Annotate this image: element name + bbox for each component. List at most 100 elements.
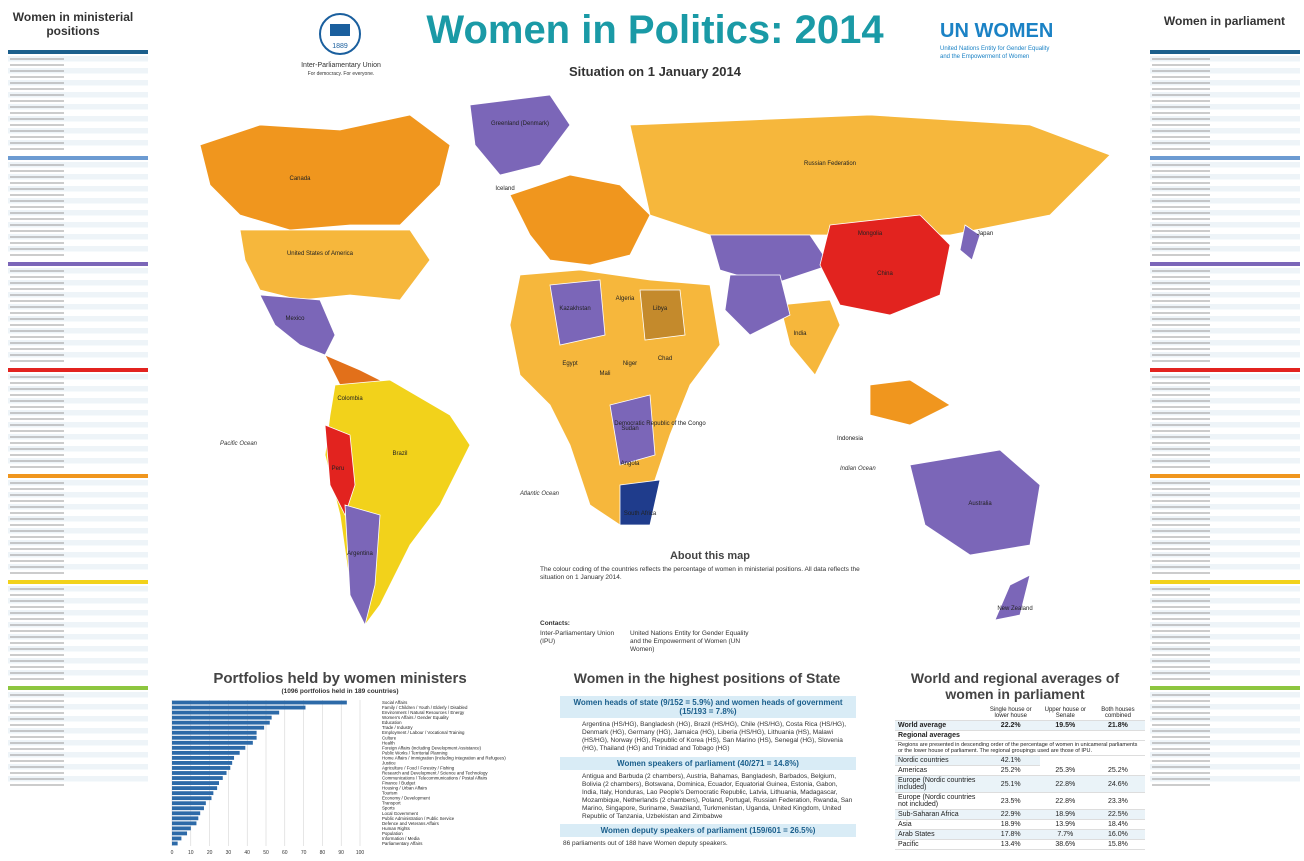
ipu-logo: 1889 bbox=[319, 13, 361, 55]
band-header bbox=[8, 262, 148, 266]
contact-unwomen: United Nations Entity for Gender Equalit… bbox=[630, 630, 749, 654]
category-label: Home Affairs / Immigration (including In… bbox=[382, 755, 506, 760]
category-label: Justice bbox=[382, 760, 396, 765]
row-stripe bbox=[1150, 104, 1300, 110]
world-row: World average 22.2% 19.5% 21.8% bbox=[895, 720, 1145, 731]
country-label: Colombia bbox=[337, 396, 363, 402]
row-stripe bbox=[1150, 610, 1300, 616]
row-stripe bbox=[1150, 286, 1300, 292]
row-stripe bbox=[1150, 446, 1300, 452]
x-tick-label: 20 bbox=[207, 850, 213, 856]
band-header bbox=[1150, 368, 1300, 372]
row-stripe bbox=[8, 458, 148, 464]
ocean-label: Pacific Ocean bbox=[220, 441, 258, 447]
bar bbox=[172, 826, 191, 831]
row-stripe bbox=[8, 234, 148, 240]
cell: World average bbox=[895, 720, 982, 731]
category-label: Education bbox=[382, 720, 402, 725]
cell: 17.8% bbox=[981, 829, 1040, 840]
row-stripe bbox=[8, 640, 148, 646]
row-stripe bbox=[1150, 416, 1300, 422]
row-stripe bbox=[8, 728, 148, 734]
row-stripe bbox=[8, 540, 148, 546]
row-stripe bbox=[1150, 746, 1300, 752]
bar bbox=[172, 786, 218, 791]
row-stripe bbox=[8, 310, 148, 316]
row-stripe bbox=[1150, 622, 1300, 628]
row-stripe bbox=[8, 246, 148, 252]
row-stripe bbox=[1150, 398, 1300, 404]
row-stripe bbox=[1150, 334, 1300, 340]
row-stripe bbox=[8, 592, 148, 598]
row-stripe bbox=[1150, 374, 1300, 380]
row-stripe bbox=[1150, 80, 1300, 86]
portfolios-title: Portfolios held by women ministers bbox=[213, 670, 467, 687]
bar bbox=[172, 730, 257, 735]
ipu-tagline: For democracy. For everyone. bbox=[307, 71, 375, 77]
cell: 25.2% bbox=[1090, 765, 1145, 776]
country-label: United States of America bbox=[287, 251, 354, 257]
row-stripe bbox=[1150, 716, 1300, 722]
row-stripe bbox=[8, 782, 148, 788]
row-stripe bbox=[8, 268, 148, 274]
country-shape bbox=[959, 224, 981, 261]
row-stripe bbox=[1150, 670, 1300, 676]
category-label: Employment / Labour / Vocational Trainin… bbox=[382, 730, 465, 735]
country-shape bbox=[724, 274, 791, 336]
row-stripe bbox=[8, 510, 148, 516]
row-stripe bbox=[8, 74, 148, 80]
row-stripe bbox=[1150, 180, 1300, 186]
country-label: Democratic Republic of the Congo bbox=[614, 421, 706, 427]
x-tick-label: 0 bbox=[171, 850, 174, 856]
country-shape bbox=[199, 114, 451, 231]
cell: Arab States bbox=[895, 829, 982, 840]
bar bbox=[172, 821, 197, 826]
row-stripe bbox=[1150, 658, 1300, 664]
regional-title-row: Regional averages bbox=[895, 730, 1145, 741]
row-stripe bbox=[1150, 458, 1300, 464]
row-stripe bbox=[1150, 298, 1300, 304]
band-header bbox=[8, 368, 148, 372]
row-stripe bbox=[1150, 140, 1300, 146]
row-stripe bbox=[8, 116, 148, 122]
country-shape bbox=[629, 114, 1111, 236]
row-stripe bbox=[8, 322, 148, 328]
category-label: Population bbox=[382, 831, 403, 836]
cell: 25.2% bbox=[981, 765, 1040, 776]
row-stripe bbox=[8, 564, 148, 570]
note: Regions are presented in descending orde… bbox=[895, 740, 1145, 756]
row-stripe bbox=[1150, 204, 1300, 210]
heads-text: Argentina (HS/HG), Bangladesh (HG), Braz… bbox=[582, 721, 847, 753]
regional-title: World and regional averages of women in … bbox=[910, 670, 1120, 702]
row-stripe bbox=[8, 304, 148, 310]
row-stripe bbox=[1150, 692, 1300, 698]
row-stripe bbox=[8, 486, 148, 492]
country-shape bbox=[549, 279, 606, 346]
row-stripe bbox=[8, 110, 148, 116]
bar bbox=[172, 755, 235, 760]
header-cell bbox=[895, 706, 982, 721]
cell: 18.9% bbox=[1039, 809, 1091, 820]
cell: 13.9% bbox=[1039, 819, 1091, 830]
category-label: Information / Media bbox=[382, 836, 420, 841]
cell: 15.8% bbox=[1090, 839, 1145, 850]
bar bbox=[172, 700, 347, 705]
cell: 22.8% bbox=[1039, 792, 1091, 810]
country-label: Canada bbox=[289, 176, 311, 182]
bar bbox=[172, 791, 214, 796]
row-stripe bbox=[1150, 698, 1300, 704]
row-stripe bbox=[1150, 280, 1300, 286]
row-stripe bbox=[1150, 404, 1300, 410]
row-stripe bbox=[8, 316, 148, 322]
row-stripe bbox=[1150, 592, 1300, 598]
category-label: Culture bbox=[382, 735, 397, 740]
row-stripe bbox=[1150, 652, 1300, 658]
row-stripe bbox=[1150, 440, 1300, 446]
row-stripe bbox=[1150, 782, 1300, 788]
cell: 16.0% bbox=[1090, 829, 1145, 840]
row-stripe bbox=[1150, 586, 1300, 592]
bar bbox=[172, 811, 201, 816]
bar bbox=[172, 740, 253, 745]
row-stripe bbox=[1150, 704, 1300, 710]
row-stripe bbox=[1150, 498, 1300, 504]
